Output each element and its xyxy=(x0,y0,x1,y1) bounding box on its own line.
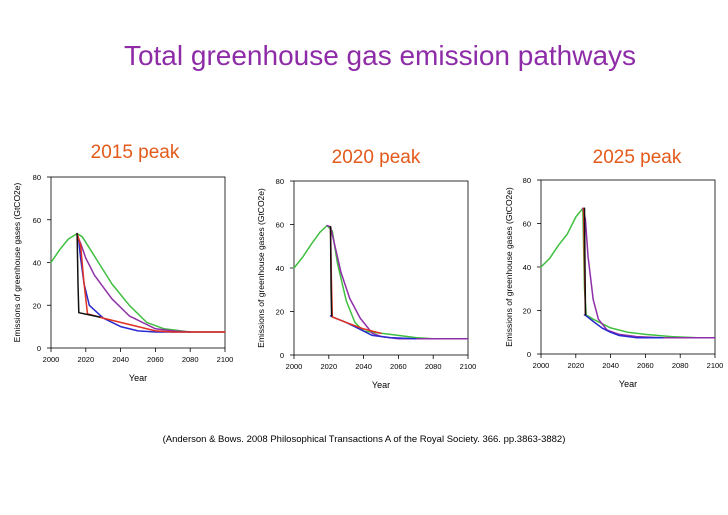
y-tick-label: 80 xyxy=(276,177,284,186)
x-tick-label: 2040 xyxy=(112,355,129,364)
chart-2025-peak: 2000 2020 2040 2060 2080 2100020406080YearEmi… xyxy=(504,176,723,389)
x-tick-label: 2040 xyxy=(602,361,619,370)
x-tick-label: 2080 xyxy=(425,362,442,371)
y-tick-label: 80 xyxy=(523,176,531,185)
y-tick-label: 60 xyxy=(276,221,284,230)
x-tick-label: 2080 xyxy=(182,355,199,364)
x-axis-label: Year xyxy=(372,380,390,390)
series-line-black xyxy=(329,225,333,317)
page-title: Total greenhouse gas emission pathways xyxy=(123,40,637,71)
x-axis-label: Year xyxy=(129,373,147,383)
x-tick-label: 2060 xyxy=(637,361,654,370)
plot-frame xyxy=(293,180,469,356)
y-tick-label: 20 xyxy=(523,307,531,316)
x-tick-label: 2060 xyxy=(390,362,407,371)
x-tick-label: 2000 xyxy=(286,362,303,371)
series-line-red xyxy=(76,232,226,333)
y-tick-label: 20 xyxy=(33,301,41,310)
y-tick-label: 60 xyxy=(523,220,531,229)
y-tick-label: 80 xyxy=(33,173,41,182)
chart-2015-peak: 2000 2020 2040 2060 2080 2100020406080YearEmi… xyxy=(12,173,233,383)
citation: (Anderson & Bows. 2008 Philosophical Tra… xyxy=(162,434,566,445)
x-axis-label: Year xyxy=(619,379,637,389)
x-tick-label: 2020 xyxy=(77,355,94,364)
chart-2020-peak: 2000 2020 2040 2060 2080 2100020406080YearEmi… xyxy=(256,177,476,390)
series-line-purple xyxy=(326,224,469,340)
x-tick-label: 2060 xyxy=(147,355,164,364)
y-tick-label: 20 xyxy=(276,308,284,317)
y-tick-label: 0 xyxy=(280,351,284,360)
x-tick-label: 2100 xyxy=(217,355,234,364)
x-tick-label: 2100 xyxy=(707,361,724,370)
x-tick-label: 2020 xyxy=(567,361,584,370)
y-axis-label: Emissions of greenhouse gases (GtCO2e) xyxy=(12,182,22,342)
series-line-purple xyxy=(582,207,716,339)
series-line-black xyxy=(583,207,587,316)
y-axis-label: Emissions of greenhouse gases (GtCO2e) xyxy=(504,187,514,347)
x-tick-label: 2000 xyxy=(533,361,550,370)
y-tick-label: 60 xyxy=(33,216,41,225)
y-tick-label: 0 xyxy=(527,350,531,359)
x-tick-label: 2040 xyxy=(355,362,372,371)
plot-frame xyxy=(540,179,716,355)
series-line-black xyxy=(76,232,101,318)
series-line-green xyxy=(293,224,365,332)
x-tick-label: 2100 xyxy=(460,362,477,371)
series-line-green xyxy=(540,207,716,339)
x-tick-label: 2020 xyxy=(320,362,337,371)
series-line-green xyxy=(50,232,226,333)
y-tick-label: 0 xyxy=(37,344,41,353)
y-tick-label: 40 xyxy=(276,264,284,273)
panel-title-2015: 2015 peak xyxy=(90,142,180,163)
y-axis-label: Emissions of greenhouse gases (GtCO2e) xyxy=(256,188,266,348)
series-line-blue xyxy=(583,314,664,339)
y-tick-label: 40 xyxy=(33,259,41,268)
y-tick-label: 40 xyxy=(523,263,531,272)
x-tick-label: 2000 xyxy=(43,355,60,364)
panel-title-2020: 2020 peak xyxy=(331,147,421,168)
x-tick-label: 2080 xyxy=(672,361,689,370)
panel-title-2025: 2025 peak xyxy=(592,147,682,168)
series-line-red xyxy=(329,225,382,335)
